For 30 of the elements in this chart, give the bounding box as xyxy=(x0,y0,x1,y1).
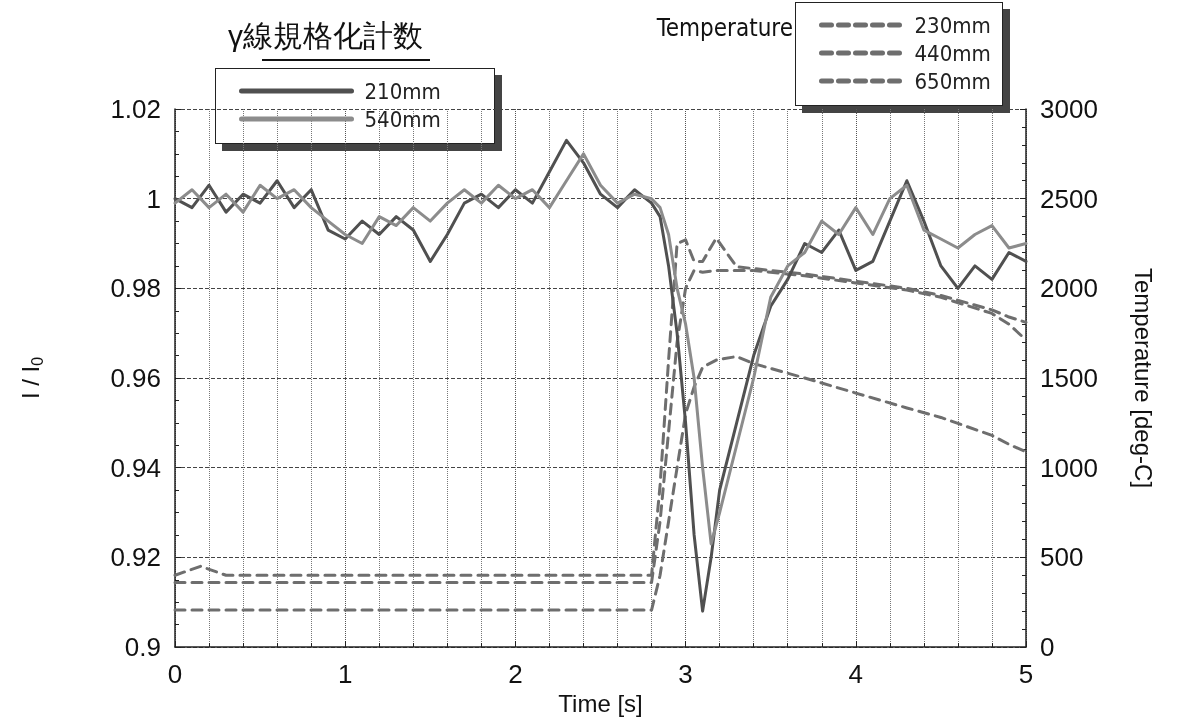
legend-label: 650mm xyxy=(914,68,991,94)
y2-tick-label: 1500 xyxy=(1040,363,1098,393)
y-tick-label: 0.92 xyxy=(110,542,161,573)
x-axis-title: Time [s] xyxy=(558,690,643,718)
y2-tick-label: 0 xyxy=(1040,632,1055,662)
y-tick-label: 1.02 xyxy=(110,94,161,124)
legend-title: γ線規格化計数 xyxy=(228,18,423,52)
text: Temperature xyxy=(655,14,793,42)
x-tick-label: 0 xyxy=(167,659,183,689)
y-tick-label: 0.9 xyxy=(124,632,161,662)
legend-label: 440mm xyxy=(914,40,991,66)
y-tick-label: 1 xyxy=(146,183,161,214)
y-tick-label: 0.98 xyxy=(110,273,161,304)
y-tick-label: 0.94 xyxy=(110,452,161,483)
y2-tick-label: 3000 xyxy=(1040,94,1098,124)
y2-tick-label: 500 xyxy=(1040,542,1084,573)
y2-axis-title: Temperature [deg-C] xyxy=(1129,267,1157,489)
x-tick-label: 3 xyxy=(678,659,693,689)
x-tick-label: 2 xyxy=(508,659,523,689)
y2-tick-label: 2500 xyxy=(1040,183,1098,214)
x-tick-label: 4 xyxy=(848,659,864,689)
y-tick-label: 0.96 xyxy=(110,363,161,393)
y2-tick-label: 1000 xyxy=(1040,452,1098,483)
x-tick-label: 1 xyxy=(337,659,353,689)
legend-label: 230mm xyxy=(914,12,991,38)
x-tick-label: 5 xyxy=(1018,659,1034,689)
legend-label: 210mm xyxy=(364,78,441,104)
legend-label: 540mm xyxy=(364,106,441,132)
y2-tick-label: 2000 xyxy=(1040,273,1098,304)
y-axis-title: I / I0 xyxy=(16,356,46,400)
